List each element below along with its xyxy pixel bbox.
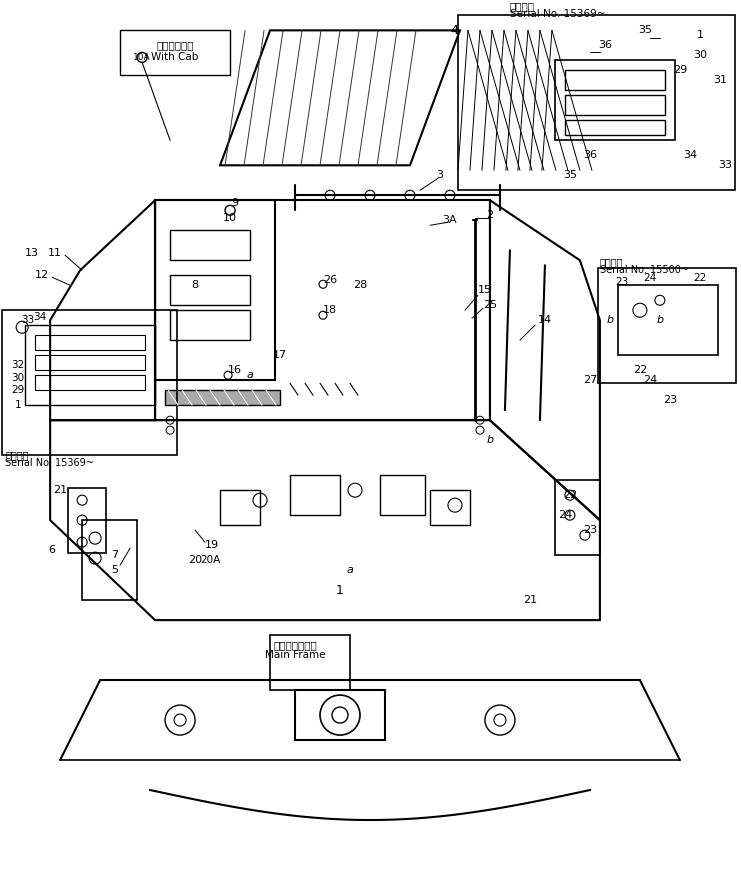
Bar [290,475,340,515]
Text: 5: 5 [112,565,119,576]
Bar [565,71,665,91]
Bar [598,269,736,383]
Text: 14: 14 [538,316,552,325]
Text: a: a [247,371,253,380]
Text: メインフレーム: メインフレーム [273,640,317,651]
Bar [82,521,137,600]
Bar [458,16,735,190]
Text: a: a [347,565,353,576]
Bar [35,375,145,390]
Text: 32: 32 [12,360,24,371]
Text: 1: 1 [15,400,21,410]
Text: 24: 24 [558,510,572,521]
Bar [565,120,665,135]
Polygon shape [165,390,280,405]
Text: 27: 27 [582,375,597,385]
Text: 20A: 20A [200,555,220,565]
Text: 9: 9 [231,198,239,208]
Text: 35: 35 [563,170,577,181]
Text: 22: 22 [694,273,706,283]
Text: 22: 22 [562,490,577,501]
Bar [170,230,250,260]
Bar [25,325,155,405]
Text: Serial No. 15369~: Serial No. 15369~ [5,458,94,468]
Text: 33: 33 [718,160,732,170]
Text: 1: 1 [697,31,703,40]
Text: Serial No. 15500~: Serial No. 15500~ [600,265,689,276]
Bar [35,335,145,351]
Text: 24: 24 [642,375,657,385]
Text: 適用号機: 適用号機 [5,450,29,460]
Text: 23: 23 [583,525,597,535]
Text: 26: 26 [323,276,337,285]
Text: 31: 31 [713,75,727,85]
Bar [170,310,250,340]
Bar [120,31,230,75]
Text: 6: 6 [49,545,56,555]
Text: 23: 23 [662,395,677,405]
Text: 30: 30 [693,51,707,60]
Text: 20: 20 [188,555,202,565]
Text: 10A: 10A [133,53,151,62]
Text: b: b [486,435,494,446]
Text: 16: 16 [228,365,242,375]
Text: 12: 12 [35,270,49,280]
Text: Serial No. 15369~: Serial No. 15369~ [510,10,605,19]
Text: 21: 21 [53,485,67,495]
Text: 8: 8 [191,280,199,290]
Text: 29: 29 [673,65,687,75]
Text: 適用号機: 適用号機 [600,257,623,267]
Bar [565,95,665,115]
Text: 3: 3 [436,170,443,181]
Text: b: b [606,316,614,325]
Text: With Cab: With Cab [151,52,199,63]
Bar [295,690,385,740]
Text: Main Frame: Main Frame [265,651,325,660]
Text: 35: 35 [638,25,652,36]
Bar [35,355,145,371]
Text: 2: 2 [486,210,494,221]
Text: 1: 1 [336,583,344,596]
Bar [618,285,718,355]
Text: 33: 33 [21,316,35,325]
Text: 24: 24 [643,273,657,283]
Text: 21: 21 [523,595,537,605]
Text: 4: 4 [450,24,458,37]
Text: 28: 28 [353,280,367,290]
Text: 34: 34 [33,312,47,323]
Bar [2,310,177,455]
Text: 15: 15 [478,285,492,296]
Bar [430,490,470,525]
Bar [220,490,260,525]
Text: 23: 23 [615,277,628,287]
Text: b: b [657,316,663,325]
Text: 適用号機: 適用号機 [510,2,535,11]
Text: 17: 17 [273,351,287,360]
Text: 3A: 3A [442,215,457,225]
Text: 19: 19 [205,540,219,550]
Text: 25: 25 [483,300,497,310]
Text: 7: 7 [112,550,119,560]
Text: 11: 11 [48,249,62,258]
Text: 30: 30 [12,373,24,383]
Bar [170,276,250,305]
Bar [555,60,675,140]
Text: 29: 29 [12,385,24,395]
Text: キャブ付属料: キャブ付属料 [156,40,194,51]
Text: 10: 10 [223,214,237,223]
Text: 22: 22 [633,365,647,375]
Text: 36: 36 [583,150,597,160]
Bar [155,201,275,380]
Bar [270,635,350,690]
Text: 13: 13 [25,249,39,258]
Bar [380,475,425,515]
Bar [555,480,600,555]
Text: 36: 36 [598,40,612,51]
Text: 18: 18 [323,305,337,316]
Text: 34: 34 [682,150,697,160]
Bar [68,488,106,553]
